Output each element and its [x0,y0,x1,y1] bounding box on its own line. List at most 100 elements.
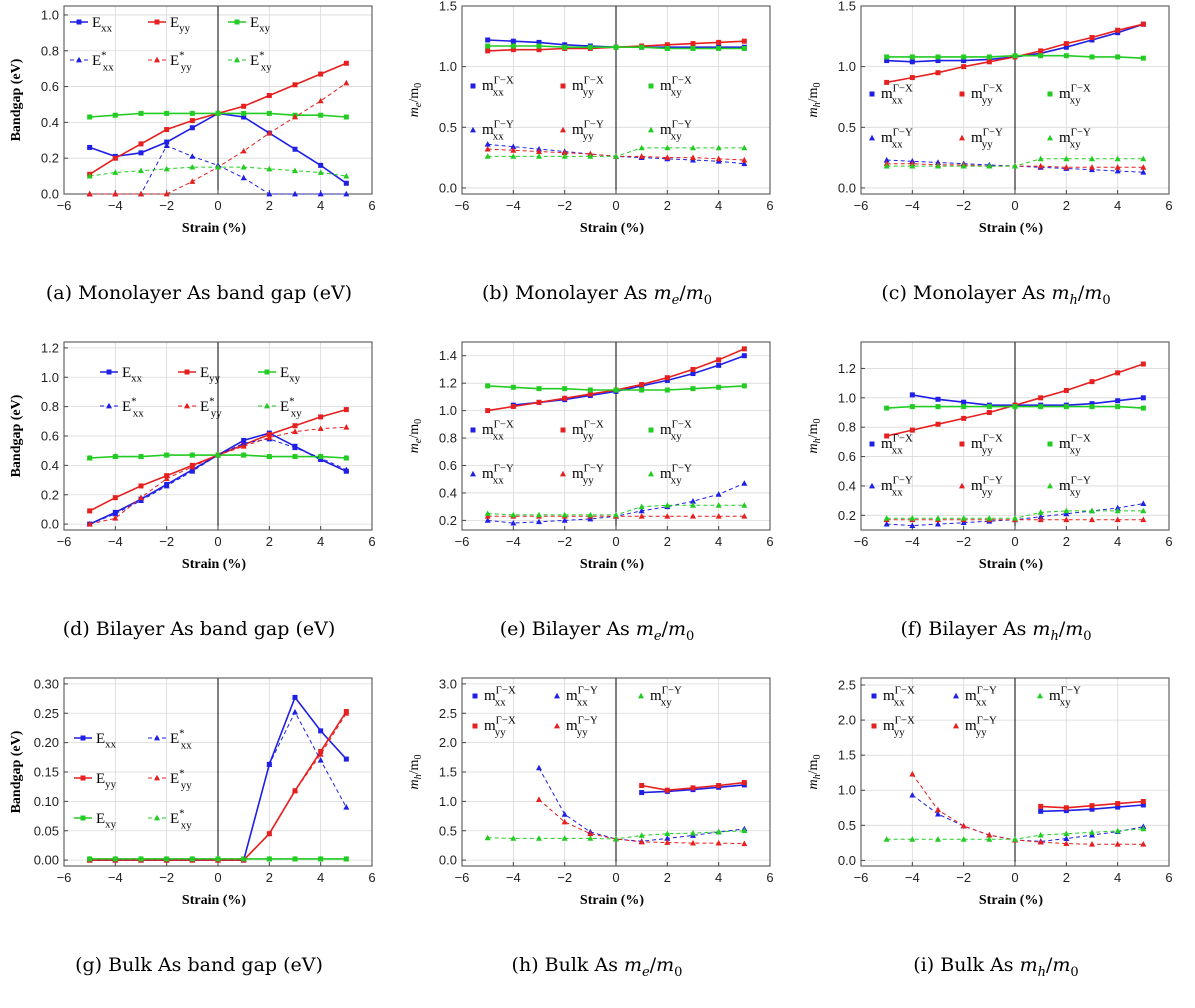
x-tick-label: 0 [1011,870,1018,885]
data-point [536,47,542,53]
x-tick-label: −4 [506,198,521,213]
data-point [1063,155,1070,162]
data-point [741,513,748,519]
data-point [741,346,747,352]
y-tick-label: 0.4 [41,458,59,473]
legend-label-1: Eyy [170,15,191,35]
data-point [86,172,93,179]
y-axis-label: Bandgap (eV) [9,730,24,813]
data-point [741,38,747,44]
data-point [1012,515,1018,521]
legend-marker [1047,91,1053,97]
data-point [715,513,722,519]
data-point [189,110,195,116]
data-point [716,39,722,45]
data-point [292,444,298,451]
data-point [536,835,542,841]
x-tick-label: −6 [455,870,470,885]
x-tick-label: 4 [317,198,324,213]
data-point [343,423,350,430]
data-point [638,507,645,514]
x-tick-label: −6 [455,198,470,213]
chart-panel-i: −6 −4 −2 0 2 4 6 0.0 0.5 1.0 1.5 2.0 2.5 Strain (%) mh… [797,672,1195,1008]
data-point [241,110,247,116]
data-point [510,511,517,518]
data-point [1063,387,1069,393]
data-point [87,114,93,120]
x-tick-label: 2 [664,870,671,885]
data-point [536,148,542,154]
data-point [318,728,324,734]
caption-a: (a) Monolayer As band gap (eV) [45,282,353,304]
data-point [986,54,992,60]
data-point [343,114,349,120]
legend-marker [560,83,566,89]
data-point [266,110,272,116]
data-point [317,97,324,104]
data-point [536,796,542,803]
data-point [613,387,619,393]
legend-label-3: E* xx [122,396,144,420]
y-tick-label: 0.2 [41,151,59,166]
data-point [510,143,517,150]
data-point [638,832,645,838]
data-point [883,156,890,163]
legend-label-1: mΓ−X yy [572,75,604,99]
data-point [1140,841,1147,847]
legend-marker [648,427,654,433]
data-point [510,519,517,526]
data-point [716,384,722,390]
caption-c: (c) Monolayer As mh/m0 [881,282,1111,308]
data-point [1140,825,1147,832]
data-point [536,386,542,392]
data-point [1038,404,1044,410]
y-tick-label: 1.2 [439,376,457,391]
data-point [266,434,273,440]
data-point [1140,802,1146,808]
y-tick-label: 0.0 [838,180,856,195]
data-point [112,453,119,459]
legend-label-3: mΓ−Y xx [482,463,514,487]
data-point [741,827,748,834]
legend-marker [560,427,566,433]
y-tick-label: 1.5 [838,0,856,14]
y-tick-label: 2.5 [439,706,457,721]
legend-label-3: mΓ−Y xx [881,127,913,151]
data-point [318,112,324,118]
legend-marker [154,774,160,781]
y-tick-label: 3.0 [439,676,457,691]
data-point [536,511,542,518]
data-point [138,167,144,174]
data-point [883,162,890,169]
data-point [690,513,696,519]
data-point [1063,164,1070,170]
chart-d: −6 −4 −2 0 2 4 6 0.0 0.2 0.4 0.6 0.8 1.0 1.2 Strain (%… [9,340,376,572]
x-tick-label: 4 [1114,534,1121,549]
y-tick-label: 1.0 [439,794,457,809]
data-point [138,110,144,116]
data-point [935,806,941,813]
y-tick-label: 1.5 [439,0,457,14]
data-point [343,79,350,86]
x-axis-label: Strain (%) [580,221,645,236]
legend-label-3: mΓ−Y xx [881,475,913,499]
data-point [1115,404,1121,410]
x-tick-label: 0 [1011,534,1018,549]
data-point [638,153,645,159]
data-point [266,93,272,99]
x-tick-label: 6 [368,198,375,213]
data-point [1089,164,1095,170]
x-tick-label: −2 [956,198,971,213]
legend-label-1: mΓ−X yy [971,83,1003,107]
data-point [343,454,350,461]
legend-marker [264,369,270,375]
data-point [484,145,491,152]
data-point [1140,507,1147,514]
legend: mΓ−X xx mΓ−X yy mΓ−X xy mΓ−Y xx mΓ−Y yy mΓ−Y xy [470,419,692,487]
data-point [484,141,491,147]
y-tick-label: 0.4 [41,115,59,130]
data-point [86,520,93,527]
y-axis-label: me/m0 [407,419,424,453]
legend-marker [184,402,190,409]
data-point [292,855,298,862]
